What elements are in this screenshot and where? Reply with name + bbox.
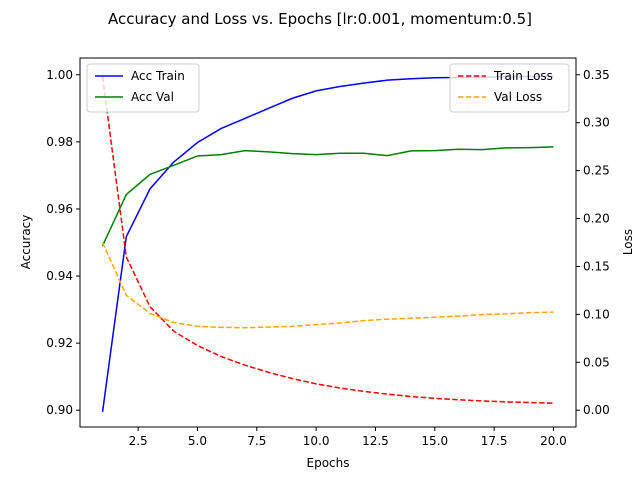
x-tick-label: 5.0 [188, 434, 207, 448]
x-axis-label: Epochs [307, 456, 350, 470]
x-tick-label: 12.5 [362, 434, 389, 448]
left-y-tick-label: 0.96 [46, 202, 73, 216]
plot-frame [79, 57, 577, 428]
legend-loss: Train Loss Val Loss [449, 63, 570, 113]
legend-loss-box [449, 63, 570, 113]
x-tick-label: 10.0 [303, 434, 330, 448]
x-tick-label: 20.0 [540, 434, 567, 448]
right-y-tick-label: 0.35 [583, 68, 610, 82]
x-tick-label: 7.5 [247, 434, 266, 448]
x-tick-label: 15.0 [421, 434, 448, 448]
left-y-tick-label: 0.90 [46, 403, 73, 417]
legend-train-loss-label: Train Loss [493, 69, 553, 83]
left-y-tick-label: 0.98 [46, 135, 73, 149]
legend-acc-train-label: Acc Train [131, 69, 185, 83]
left-y-tick-label: 0.94 [46, 269, 73, 283]
left-y-axis-label: Accuracy [19, 215, 33, 270]
acc-train-line [101, 75, 554, 413]
right-y-tick-label: 0.00 [583, 403, 610, 417]
legend-acc-val-label: Acc Val [131, 90, 174, 104]
right-y-tick-label: 0.10 [583, 307, 610, 321]
left-y-tick-label: 0.92 [46, 336, 73, 350]
chart-title: Accuracy and Loss vs. Epochs [lr:0.001, … [108, 10, 532, 28]
val-loss-line [101, 242, 554, 329]
x-axis-ticks: 2.5 5.0 7.5 10.0 12.5 15.0 17.5 20.0 [129, 427, 567, 448]
left-y-axis-ticks: 0.90 0.92 0.94 0.96 0.98 1.00 [46, 68, 80, 417]
right-y-tick-label: 0.15 [583, 259, 610, 273]
train-loss-line [101, 76, 554, 404]
right-y-tick-label: 0.05 [583, 355, 610, 369]
legend-accuracy: Acc Train Acc Val [86, 63, 200, 113]
left-y-tick-label: 1.00 [46, 68, 73, 82]
legend-val-loss-label: Val Loss [494, 90, 542, 104]
right-y-tick-label: 0.25 [583, 164, 610, 178]
right-y-tick-label: 0.30 [583, 116, 610, 130]
right-y-axis-ticks: 0.00 0.05 0.10 0.15 0.20 0.25 0.30 0.35 [576, 68, 610, 417]
right-y-tick-label: 0.20 [583, 212, 610, 226]
series-lines [101, 75, 554, 413]
x-tick-label: 2.5 [129, 434, 148, 448]
acc-val-line [101, 146, 554, 247]
right-y-axis-label: Loss [621, 229, 635, 255]
x-tick-label: 17.5 [481, 434, 508, 448]
